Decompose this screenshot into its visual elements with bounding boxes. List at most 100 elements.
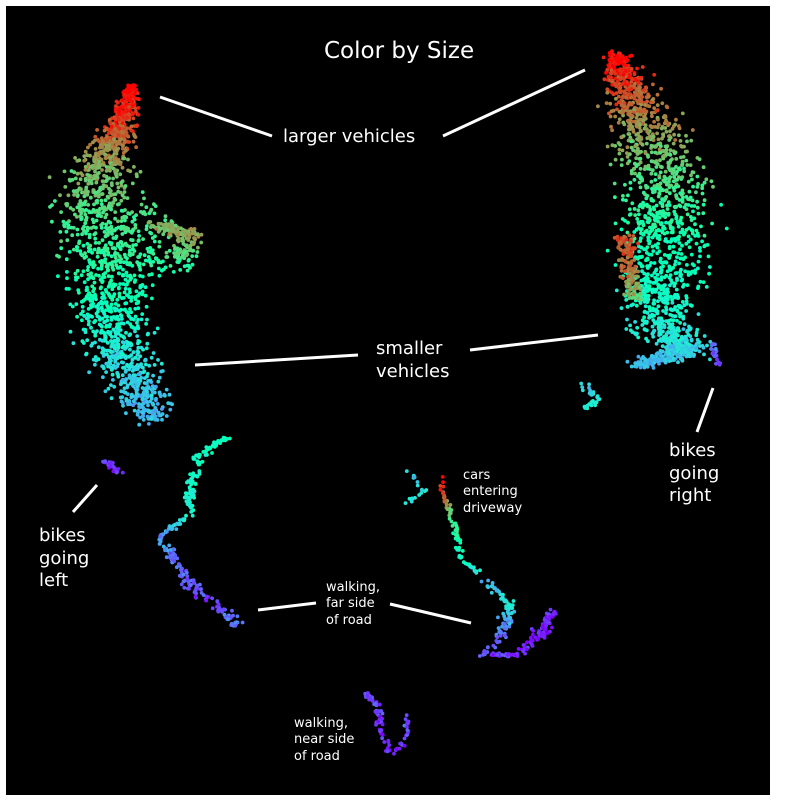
scatter-point (170, 226, 175, 231)
scatter-point (693, 234, 698, 238)
scatter-point (137, 255, 142, 259)
scatter-point (660, 136, 664, 141)
scatter-point (678, 247, 682, 252)
scatter-point (604, 71, 608, 75)
scatter-point (153, 234, 157, 239)
scatter-point (681, 316, 686, 321)
scatter-point (185, 574, 190, 579)
scatter-point (458, 555, 463, 560)
scatter-point (145, 414, 150, 419)
scatter-point (638, 291, 643, 296)
scatter-point (694, 333, 699, 338)
scatter-point (655, 251, 660, 256)
scatter-point (615, 79, 620, 84)
scatter-point (626, 278, 631, 283)
scatter-point (670, 300, 675, 305)
scatter-point (680, 221, 684, 226)
scatter-point (88, 243, 93, 248)
scatter-point (133, 87, 138, 92)
scatter-point (652, 207, 657, 212)
scatter-point (661, 226, 665, 230)
scatter-point (193, 482, 198, 486)
scatter-point (131, 139, 136, 144)
scatter-point (543, 627, 548, 632)
scatter-point (623, 182, 627, 187)
scatter-point (652, 298, 656, 303)
scatter-point (85, 338, 90, 343)
scatter-point (623, 259, 628, 264)
scatter-point (531, 628, 536, 633)
scatter-point (678, 273, 683, 278)
scatter-point (506, 611, 511, 616)
scatter-point (143, 258, 148, 263)
scatter-point (676, 224, 681, 229)
scatter-point (684, 350, 688, 354)
scatter-point (92, 280, 97, 285)
scatter-point (73, 271, 78, 276)
scatter-point (382, 740, 387, 744)
scatter-point (156, 379, 161, 384)
scatter-point (100, 291, 105, 296)
scatter-point (678, 256, 683, 261)
scatter-point (136, 410, 141, 415)
scatter-point (113, 160, 118, 165)
scatter-point (524, 647, 529, 652)
scatter-point (116, 133, 120, 138)
scatter-point (196, 245, 200, 250)
scatter-point (103, 247, 107, 252)
scatter-point (672, 132, 676, 137)
scatter-point (157, 273, 162, 278)
scatter-point (636, 274, 640, 279)
scatter-point (210, 606, 215, 611)
scatter-point (673, 122, 677, 127)
scatter-point (618, 72, 623, 77)
scatter-point (125, 344, 130, 349)
scatter-point (671, 335, 676, 340)
scatter-point (618, 86, 623, 90)
scatter-point (653, 231, 658, 236)
scatter-point (617, 117, 622, 122)
label-bikes-left: bikes going left (39, 525, 90, 591)
scatter-point (85, 153, 90, 158)
scatter-point (448, 503, 453, 507)
scatter-point (587, 382, 591, 387)
scatter-point (99, 306, 104, 311)
scatter-point (140, 190, 145, 195)
scatter-point (633, 171, 637, 176)
scatter-point (107, 135, 112, 140)
scatter-point (587, 391, 592, 396)
scatter-point (109, 302, 114, 307)
scatter-point (680, 111, 685, 116)
scatter-point (151, 260, 156, 264)
scatter-point (87, 370, 91, 375)
scatter-point (194, 254, 199, 259)
scatter-point (75, 248, 80, 253)
scatter-point (644, 258, 648, 263)
scatter-point (210, 444, 215, 448)
scatter-point (109, 278, 114, 283)
scatter-point (632, 96, 637, 101)
scatter-point (160, 407, 164, 411)
scatter-point (146, 385, 151, 389)
scatter-point (117, 309, 122, 313)
scatter-point (140, 274, 145, 279)
scatter-point (198, 582, 202, 587)
scatter-point (65, 203, 69, 208)
scatter-point (680, 350, 685, 355)
scatter-point (94, 273, 98, 277)
scatter-point (700, 183, 705, 188)
scatter-point (645, 202, 649, 207)
scatter-point (610, 56, 614, 60)
scatter-point (632, 230, 637, 234)
scatter-point (700, 191, 705, 196)
scatter-point (668, 240, 673, 244)
scatter-point (625, 155, 630, 159)
scatter-point (129, 310, 134, 315)
scatter-point (119, 208, 124, 213)
scatter-point (123, 218, 127, 223)
scatter-point (705, 243, 710, 247)
scatter-point (101, 142, 105, 147)
scatter-point (673, 352, 677, 356)
scatter-point (110, 287, 115, 292)
scatter-point (682, 322, 687, 327)
